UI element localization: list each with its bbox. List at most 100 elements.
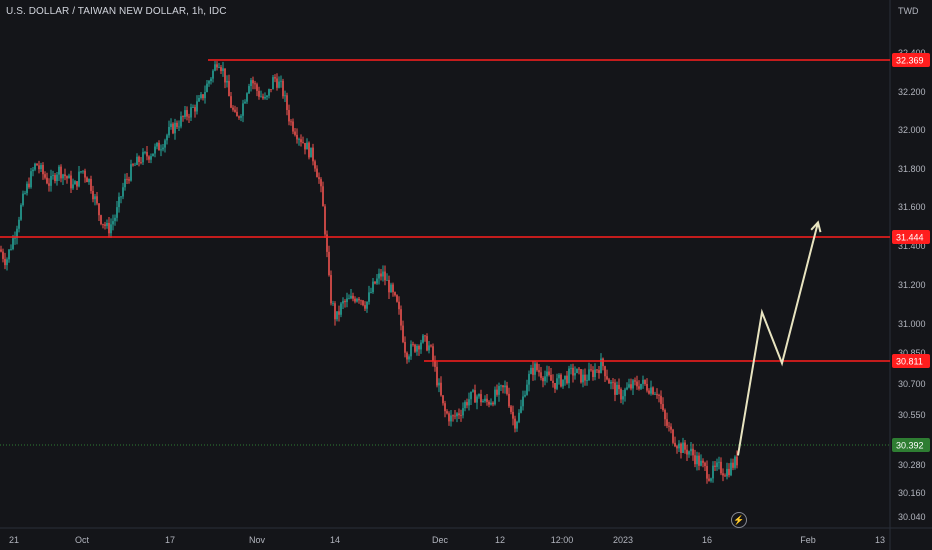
candle-body xyxy=(692,448,694,456)
candle-body xyxy=(628,384,630,388)
price-tag-label: 31.444 xyxy=(896,233,924,243)
candle-body xyxy=(428,345,430,351)
candle-body xyxy=(548,371,550,375)
candle-body xyxy=(374,281,376,284)
candle-body xyxy=(686,449,688,455)
candle-body xyxy=(510,406,512,412)
price-tag-bg xyxy=(892,230,930,244)
y-tick-label: 32.200 xyxy=(898,87,926,97)
candle-body xyxy=(534,363,536,375)
candle-body xyxy=(552,380,554,384)
candle-body xyxy=(166,135,168,141)
candle-body xyxy=(34,163,36,170)
candle-body xyxy=(518,412,520,422)
candle-body xyxy=(500,385,502,387)
candle-body xyxy=(350,295,352,299)
candle-body xyxy=(92,190,94,200)
candle-body xyxy=(330,275,332,304)
candle-body xyxy=(174,122,176,134)
candle-body xyxy=(136,156,138,165)
candle-body xyxy=(652,387,654,395)
candle-body xyxy=(448,413,450,422)
candle-body xyxy=(486,398,488,402)
candle-body xyxy=(76,181,78,187)
candle-body xyxy=(6,259,8,266)
candle-body xyxy=(170,123,172,127)
candle-body xyxy=(242,103,244,116)
candle-body xyxy=(200,94,202,98)
candle-body xyxy=(718,461,720,463)
candle-body xyxy=(4,258,6,266)
candle-body xyxy=(354,298,356,302)
candle-body xyxy=(232,107,234,110)
candle-body xyxy=(14,237,16,239)
candle-body xyxy=(594,369,596,377)
candle-body xyxy=(386,280,388,281)
candle-body xyxy=(410,344,412,357)
candle-body xyxy=(90,178,92,191)
candle-body xyxy=(394,292,396,296)
y-tick-label: 30.700 xyxy=(898,379,926,389)
candle-body xyxy=(506,385,508,394)
candle-body xyxy=(340,303,342,315)
candle-body xyxy=(638,386,640,389)
candle-body xyxy=(664,410,666,420)
x-tick-label: 13 xyxy=(875,535,885,545)
candle-body xyxy=(26,183,28,194)
candle-body xyxy=(570,367,572,369)
candle-body xyxy=(22,193,24,206)
candle-body xyxy=(370,292,372,293)
candle-body xyxy=(532,367,534,375)
candle-body xyxy=(550,374,552,381)
candle-body xyxy=(466,402,468,406)
candle-body xyxy=(52,175,54,177)
y-tick-label: 32.000 xyxy=(898,125,926,135)
candle-body xyxy=(32,169,34,172)
candle-body xyxy=(482,401,484,403)
candle-body xyxy=(194,107,196,112)
candle-body xyxy=(342,301,344,304)
candle-body xyxy=(694,455,696,465)
candle-body xyxy=(140,161,142,163)
candle-body xyxy=(348,298,350,300)
candle-body xyxy=(272,77,274,90)
current-price-tag-bg xyxy=(892,438,930,452)
candle-body xyxy=(462,408,464,416)
candle-body xyxy=(646,384,648,391)
candle-body xyxy=(58,166,60,175)
candle-body xyxy=(478,394,480,397)
candle-body xyxy=(120,196,122,198)
candle-body xyxy=(430,345,432,347)
lightning-icon[interactable]: ⚡ xyxy=(731,512,747,528)
candle-body xyxy=(522,396,524,407)
candle-body xyxy=(382,271,384,277)
candle-body xyxy=(528,373,530,385)
candle-body xyxy=(582,374,584,383)
candle-body xyxy=(164,140,166,148)
candle-body xyxy=(116,207,118,218)
candle-body xyxy=(614,382,616,395)
candle-body xyxy=(238,116,240,118)
candle-body xyxy=(726,468,728,477)
candle-body xyxy=(0,249,2,252)
candle-body xyxy=(260,96,262,98)
candle-body xyxy=(704,462,706,467)
candle-body xyxy=(604,366,606,377)
candle-body xyxy=(12,238,14,250)
candle-body xyxy=(114,217,116,222)
candle-body xyxy=(360,300,362,302)
candle-body xyxy=(586,380,588,381)
candle-body xyxy=(228,80,230,97)
candle-body xyxy=(110,224,112,234)
candle-body xyxy=(596,369,598,371)
candle-body xyxy=(270,89,272,90)
candle-body xyxy=(388,280,390,293)
candle-body xyxy=(452,415,454,417)
candle-body xyxy=(162,147,164,150)
candle-body xyxy=(28,183,30,188)
candle-body xyxy=(332,303,334,305)
candle-body xyxy=(158,142,160,151)
candle-body xyxy=(660,395,662,405)
